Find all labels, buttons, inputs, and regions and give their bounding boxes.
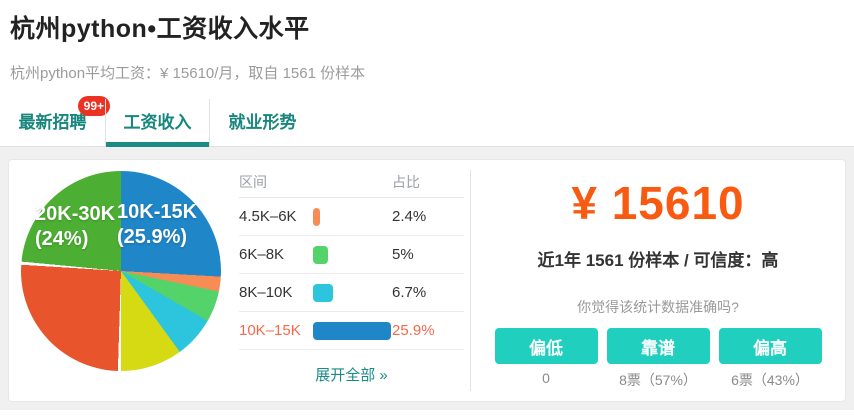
tab-employment-trend[interactable]: 就业形势 <box>210 99 315 147</box>
page-header: 杭州python•工资收入水平 杭州python平均工资：¥ 15610/月，取… <box>0 0 854 83</box>
vote-option: 靠谱 8票（57%） <box>606 328 710 390</box>
tab-bar: 最新招聘 99+ 工资收入 就业形势 <box>0 96 854 147</box>
salary-card: 20K-30K (24%) 10K-15K (25.9%) 区间 占比 4.5K… <box>8 159 846 402</box>
vote-question: 你觉得该统计数据准确吗? <box>577 299 739 315</box>
vote-option: 偏高 6票（43%） <box>718 328 822 390</box>
vote-button[interactable]: 偏低 <box>494 328 598 364</box>
ratio-bar <box>313 321 391 340</box>
vote-result: 6票（43%） <box>731 372 809 388</box>
vote-result: 0 <box>542 370 550 386</box>
average-salary-panel: ¥ 15610 近1年 1561 份样本 / 可信度：高 你觉得该统计数据准确吗… <box>471 160 845 401</box>
vote-button[interactable]: 偏高 <box>718 328 822 364</box>
page-subtitle: 杭州python平均工资：¥ 15610/月，取自 1561 份样本 <box>10 65 366 82</box>
range-label: 4.5K–6K <box>239 208 297 225</box>
pie-label-10k-15k: 10K-15K (25.9%) <box>117 201 198 248</box>
ratio-bar <box>313 207 321 226</box>
table-header: 区间 占比 <box>239 166 464 198</box>
vote-option: 偏低 0 <box>494 328 598 390</box>
range-label: 6K–8K <box>239 246 285 263</box>
pct-value: 6.7% <box>392 284 427 301</box>
range-label: 8K–10K <box>239 284 293 301</box>
salary-range-table: 区间 占比 4.5K–6K 2.4% 6K–8K 5% 8K–10K 6.7% … <box>231 160 470 401</box>
vertical-divider <box>470 170 471 391</box>
table-row: 10K–15K 25.9% <box>239 312 464 350</box>
header-pct: 占比 <box>392 173 420 190</box>
range-label: 10K–15K <box>239 322 301 339</box>
table-row: 4.5K–6K 2.4% <box>239 198 464 236</box>
ratio-bar <box>313 283 334 302</box>
vote-result: 8票（57%） <box>619 372 697 388</box>
tab-label: 最新招聘 <box>18 113 87 132</box>
header-range: 区间 <box>239 173 267 190</box>
tab-salary[interactable]: 工资收入 <box>105 99 210 147</box>
pct-value: 25.9% <box>392 322 435 339</box>
main-section: 20K-30K (24%) 10K-15K (25.9%) 区间 占比 4.5K… <box>0 147 854 410</box>
ratio-bar <box>313 245 328 264</box>
pie-label-20k-30k: 20K-30K (24%) <box>35 203 116 250</box>
expand-all-link[interactable]: 展开全部 » <box>315 367 388 384</box>
salary-pie-chart <box>21 171 221 371</box>
pct-value: 2.4% <box>392 208 427 225</box>
page-title: 杭州python•工资收入水平 <box>10 15 310 43</box>
sample-info: 近1年 1561 份样本 / 可信度：高 <box>537 251 779 270</box>
tab-latest-jobs[interactable]: 最新招聘 99+ <box>0 96 110 147</box>
tab-label: 工资收入 <box>123 113 192 132</box>
table-row: 8K–10K 6.7% <box>239 274 464 312</box>
table-rows: 4.5K–6K 2.4% 6K–8K 5% 8K–10K 6.7% 10K–15… <box>239 198 464 350</box>
vote-buttons: 偏低 0 靠谱 8票（57%） 偏高 6票（43%） <box>471 328 845 390</box>
pie-chart-area: 20K-30K (24%) 10K-15K (25.9%) <box>9 160 231 401</box>
table-row: 6K–8K 5% <box>239 236 464 274</box>
pct-value: 5% <box>392 246 414 263</box>
notification-badge: 99+ <box>77 96 110 116</box>
vote-button[interactable]: 靠谱 <box>606 328 710 364</box>
tab-label: 就业形势 <box>228 113 297 132</box>
average-salary-amount: ¥ 15610 <box>571 177 745 229</box>
